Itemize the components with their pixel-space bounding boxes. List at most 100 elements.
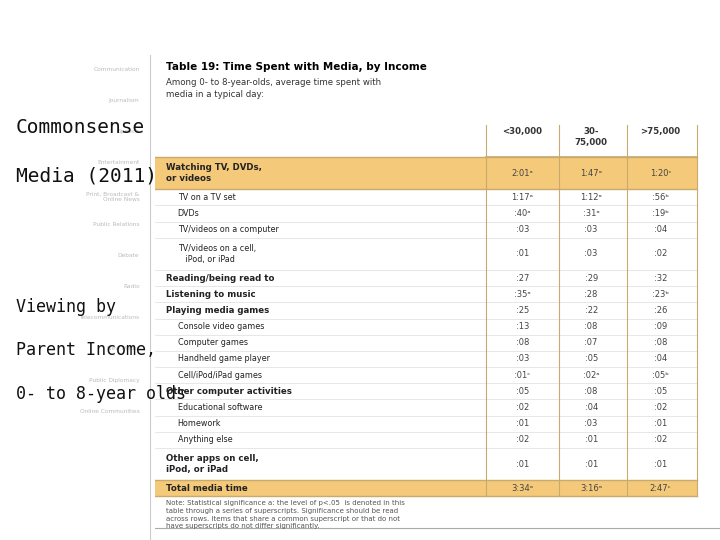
Text: Print, Broadcast &
Online News: Print, Broadcast & Online News <box>86 191 140 202</box>
Text: :08: :08 <box>654 338 667 347</box>
Text: :01: :01 <box>585 435 598 444</box>
Text: :02: :02 <box>516 403 529 412</box>
Text: 2:01ᵃ: 2:01ᵃ <box>511 168 534 178</box>
Text: 1:12ᵃ: 1:12ᵃ <box>580 193 602 202</box>
Text: Cell/iPod/iPad games: Cell/iPod/iPad games <box>178 370 261 380</box>
Text: DVDs: DVDs <box>178 209 199 218</box>
Text: :04: :04 <box>585 403 598 412</box>
Text: 30-
75,000: 30- 75,000 <box>575 127 608 147</box>
Text: :56ᵇ: :56ᵇ <box>652 193 669 202</box>
Text: :02ᵃ: :02ᵃ <box>583 370 600 380</box>
Text: :29: :29 <box>585 274 598 282</box>
Text: TV on a TV set: TV on a TV set <box>178 193 235 202</box>
Text: USC: USC <box>9 14 44 29</box>
Text: :19ᵇ: :19ᵇ <box>652 209 669 218</box>
Text: Reading/being read to: Reading/being read to <box>166 274 275 282</box>
Text: 3:34ᵃ: 3:34ᵃ <box>511 484 534 493</box>
Text: :08: :08 <box>516 338 529 347</box>
Text: Journalism: Journalism <box>109 98 140 103</box>
Text: :09: :09 <box>654 322 667 331</box>
Text: :05: :05 <box>516 387 529 396</box>
Text: :03: :03 <box>585 249 598 258</box>
Text: Watching TV, DVDs,
or videos: Watching TV, DVDs, or videos <box>166 163 262 183</box>
Text: :26: :26 <box>654 306 667 315</box>
Text: Other apps on cell,
iPod, or iPad: Other apps on cell, iPod, or iPad <box>166 454 259 474</box>
Text: Educational software: Educational software <box>178 403 262 412</box>
Text: Online Communities: Online Communities <box>80 409 140 414</box>
Text: :31ᵃ: :31ᵃ <box>582 209 600 218</box>
Text: :01: :01 <box>585 460 598 469</box>
Text: :01: :01 <box>516 460 529 469</box>
Text: :27: :27 <box>516 274 529 282</box>
Text: Listening to music: Listening to music <box>166 290 256 299</box>
Text: <30,000: <30,000 <box>503 127 542 136</box>
Text: :04: :04 <box>654 225 667 234</box>
Text: School for Communication & Journalism: School for Communication & Journalism <box>45 45 212 54</box>
Text: Entertainment: Entertainment <box>97 160 140 165</box>
Text: :05ᵇ: :05ᵇ <box>652 370 669 380</box>
Text: :23ᵇ: :23ᵇ <box>652 290 669 299</box>
Text: Other computer activities: Other computer activities <box>166 387 292 396</box>
Text: Speech: Speech <box>117 129 140 134</box>
Text: :04: :04 <box>654 354 667 363</box>
Text: >75,000: >75,000 <box>641 127 680 136</box>
Text: :01: :01 <box>654 460 667 469</box>
Text: ANNENBERG: ANNENBERG <box>45 14 152 29</box>
Text: Table 19: Time Spent with Media, by Income: Table 19: Time Spent with Media, by Inco… <box>166 62 427 72</box>
Text: :40ᵃ: :40ᵃ <box>514 209 531 218</box>
Text: :02: :02 <box>654 249 667 258</box>
Text: :05: :05 <box>654 387 667 396</box>
Text: Computer games: Computer games <box>178 338 248 347</box>
Text: Anything else: Anything else <box>178 435 233 444</box>
Text: :02: :02 <box>654 435 667 444</box>
Text: Media (2011): Media (2011) <box>16 166 156 186</box>
Text: New Media: New Media <box>107 347 140 352</box>
Text: :03: :03 <box>585 225 598 234</box>
Text: :02: :02 <box>654 403 667 412</box>
Text: Homework: Homework <box>178 419 221 428</box>
Text: :05: :05 <box>585 354 598 363</box>
Text: Console video games: Console video games <box>178 322 264 331</box>
Text: :28: :28 <box>585 290 598 299</box>
Text: :01: :01 <box>516 419 529 428</box>
Text: 1:20ᶜ: 1:20ᶜ <box>650 168 672 178</box>
Text: :02: :02 <box>516 435 529 444</box>
Text: Parent Income,: Parent Income, <box>16 341 156 359</box>
Text: 2:47ᶜ: 2:47ᶜ <box>650 484 672 493</box>
Text: :08: :08 <box>585 322 598 331</box>
Text: Handheld game player: Handheld game player <box>178 354 269 363</box>
Text: Telecommunications: Telecommunications <box>79 315 140 320</box>
Text: Public Relations: Public Relations <box>93 222 140 227</box>
Text: :01: :01 <box>654 419 667 428</box>
Text: :08: :08 <box>585 387 598 396</box>
Text: TV/videos on a computer: TV/videos on a computer <box>178 225 279 234</box>
Text: Radio: Radio <box>123 285 140 289</box>
Text: 3:16ᵃ: 3:16ᵃ <box>580 484 602 493</box>
Text: :03: :03 <box>516 225 529 234</box>
Text: Communication: Communication <box>94 67 140 72</box>
Text: :03: :03 <box>516 354 529 363</box>
Text: :13: :13 <box>516 322 529 331</box>
Text: :01ᶜ: :01ᶜ <box>514 370 531 380</box>
Text: 1:47ᵃ: 1:47ᵃ <box>580 168 602 178</box>
Bar <box>155 480 698 496</box>
Text: :35ᵃ: :35ᵃ <box>514 290 531 299</box>
Text: :32: :32 <box>654 274 667 282</box>
Text: :01: :01 <box>516 249 529 258</box>
Text: :25: :25 <box>516 306 529 315</box>
Bar <box>155 157 698 189</box>
Text: :03: :03 <box>585 419 598 428</box>
Text: Viewing by: Viewing by <box>16 298 115 315</box>
Text: Commonsense: Commonsense <box>16 118 145 137</box>
Text: :22: :22 <box>585 306 598 315</box>
Text: Public Diplomacy: Public Diplomacy <box>89 377 140 382</box>
Text: Debate: Debate <box>118 253 140 258</box>
Text: Note: Statistical significance a: the level of p<.05  is denoted in this
table t: Note: Statistical significance a: the le… <box>166 500 405 530</box>
Text: 0- to 8-year olds: 0- to 8-year olds <box>16 385 186 403</box>
Text: Playing media games: Playing media games <box>166 306 269 315</box>
Text: Among 0- to 8-year-olds, average time spent with
media in a typical day:: Among 0- to 8-year-olds, average time sp… <box>166 78 382 99</box>
Text: :07: :07 <box>585 338 598 347</box>
Text: TV/videos on a cell,
   iPod, or iPad: TV/videos on a cell, iPod, or iPad <box>178 244 256 264</box>
Text: Total media time: Total media time <box>166 484 248 493</box>
Text: 1:17ᵃ: 1:17ᵃ <box>511 193 534 202</box>
